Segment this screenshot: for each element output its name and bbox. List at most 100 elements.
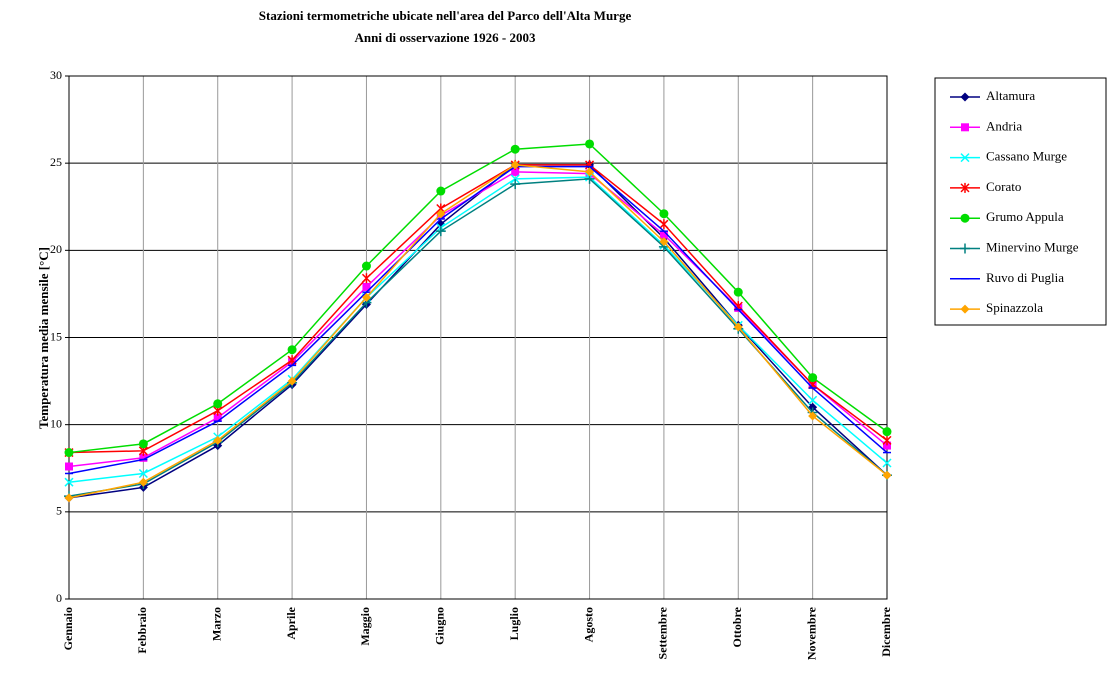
marker-shape (960, 213, 970, 223)
marker (213, 435, 223, 445)
marker (659, 219, 669, 230)
marker-shape (287, 345, 297, 355)
marker (882, 470, 892, 480)
marker-shape (882, 427, 892, 437)
x-tick-label: Giugno (433, 607, 447, 645)
marker (960, 213, 970, 223)
y-tick-label: 0 (56, 591, 62, 605)
x-tick-label: Novembre (804, 606, 818, 660)
y-tick-label: 15 (50, 329, 62, 343)
marker (65, 462, 73, 471)
marker-shape (585, 139, 595, 149)
marker-shape (287, 376, 297, 386)
marker (139, 453, 148, 462)
x-tick-label: Settembre (656, 606, 670, 659)
x-tick-label: Dicembre (879, 606, 893, 656)
marker-shape (808, 373, 818, 383)
marker (659, 237, 669, 247)
marker-shape (64, 493, 74, 503)
marker-shape (882, 470, 892, 480)
legend-label: Andria (986, 118, 1022, 133)
marker (361, 292, 371, 302)
series-line (68, 164, 888, 454)
marker (138, 477, 148, 487)
marker (960, 182, 970, 193)
x-tick-label: Luglio (507, 607, 521, 640)
legend-label: Corato (986, 179, 1021, 194)
marker (138, 468, 148, 479)
marker-shape (808, 411, 818, 421)
marker (961, 123, 969, 132)
marker-shape (213, 413, 222, 422)
legend-label: Altamura (986, 88, 1035, 103)
marker (510, 179, 521, 190)
marker-stroke (510, 174, 520, 184)
legend-label: Ruvo di Puglia (986, 270, 1064, 285)
marker (882, 427, 892, 437)
marker-shape (436, 209, 446, 219)
chart-subtitle: Anni di osservazione 1926 - 2003 (355, 30, 536, 45)
marker-shape (961, 123, 969, 132)
legend-box (934, 77, 1107, 326)
marker (511, 167, 520, 176)
marker (436, 209, 446, 219)
marker (733, 322, 743, 332)
series-line (68, 171, 888, 468)
legend-label: Spinazzola (986, 300, 1043, 315)
marker (883, 441, 891, 450)
marker (733, 287, 743, 297)
marker-shape (659, 230, 668, 239)
marker (659, 230, 668, 239)
marker-stroke (808, 395, 818, 405)
legend-label: Minervino Murge (986, 239, 1079, 254)
marker (808, 373, 818, 383)
marker (510, 160, 520, 170)
marker-shape (659, 209, 669, 219)
y-tick-label: 10 (50, 416, 62, 430)
marker (585, 167, 595, 177)
y-tick-label: 25 (50, 155, 62, 169)
marker-shape (213, 435, 223, 445)
marker-stroke (882, 458, 892, 468)
marker (882, 435, 892, 446)
plot-border (68, 75, 888, 600)
marker-shape (64, 448, 74, 458)
x-tick-label: Aprile (284, 606, 298, 639)
marker-shape (733, 322, 743, 332)
marker-shape (883, 441, 891, 450)
marker-stroke (64, 477, 74, 487)
marker-shape (960, 304, 970, 314)
marker (585, 139, 595, 149)
marker (64, 448, 74, 458)
series-line (68, 164, 888, 499)
marker-shape (436, 186, 446, 196)
x-tick-label: Marzo (209, 607, 223, 641)
marker-shape (510, 160, 520, 170)
marker-shape (511, 167, 520, 176)
marker-shape (138, 477, 148, 487)
marker-shape (733, 287, 743, 297)
marker (659, 209, 669, 219)
marker (960, 153, 970, 163)
series-line (68, 164, 888, 499)
marker (64, 493, 74, 503)
marker (960, 92, 970, 102)
marker (287, 345, 297, 355)
chart-title: Stazioni termometriche ubicate nell'area… (259, 8, 632, 23)
marker (808, 395, 818, 405)
legend-label: Grumo Appula (986, 209, 1064, 224)
marker (510, 174, 520, 184)
marker-stroke (960, 153, 970, 163)
marker (435, 226, 446, 237)
marker-shape (362, 282, 371, 291)
marker-shape (65, 462, 73, 471)
marker-shape (361, 292, 371, 302)
marker-shape (659, 237, 669, 247)
x-tick-label: Agosto (581, 607, 595, 642)
marker-shape (213, 399, 223, 409)
series-line (68, 176, 888, 483)
marker-shape (585, 167, 595, 177)
x-tick-label: Maggio (358, 607, 372, 646)
y-tick-label: 20 (50, 242, 62, 256)
x-tick-label: Gennaio (61, 607, 75, 650)
